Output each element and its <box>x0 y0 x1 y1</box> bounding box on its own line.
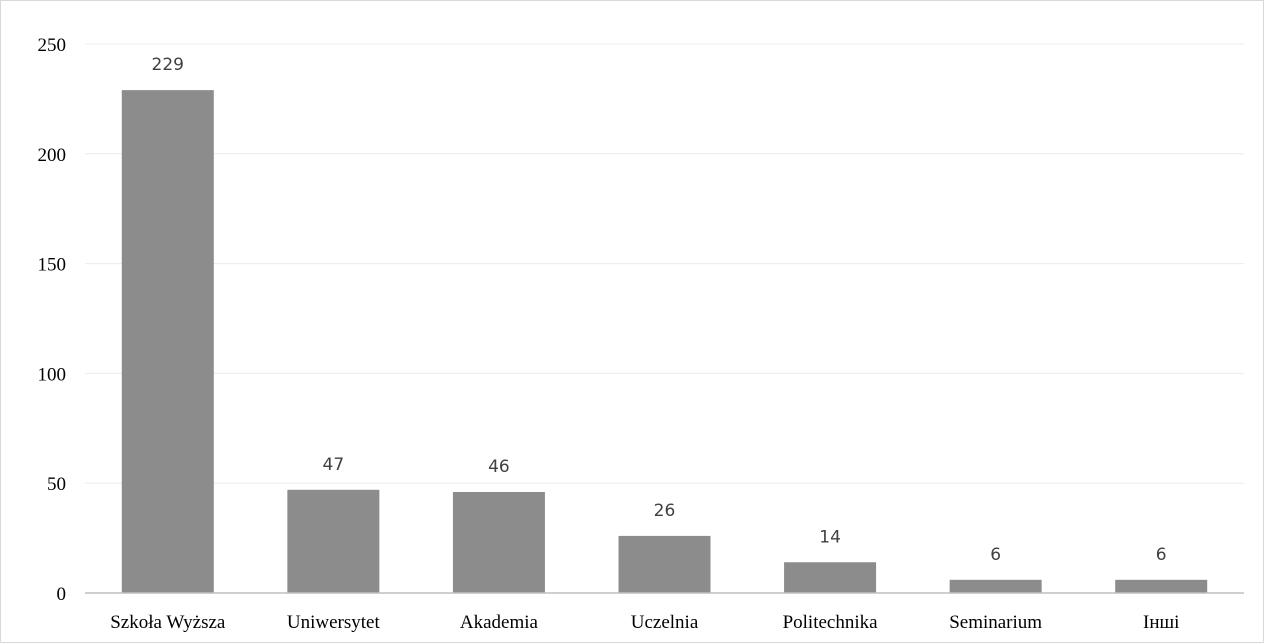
bar <box>784 562 877 593</box>
data-label: 14 <box>819 527 841 547</box>
category-label: Uczelnia <box>631 612 699 633</box>
bar <box>949 579 1042 593</box>
y-tick-label: 100 <box>38 364 67 385</box>
data-labels: 229 47 46 26 14 6 6 <box>152 55 1167 565</box>
data-label: 46 <box>488 457 510 477</box>
category-label: Akademia <box>460 612 539 633</box>
bars <box>121 90 1208 593</box>
data-label: 26 <box>654 501 676 521</box>
y-tick-label: 200 <box>38 145 67 166</box>
category-label: Інші <box>1143 612 1179 633</box>
bar <box>287 489 380 593</box>
category-label: Uniwersytet <box>287 612 381 633</box>
x-axis-category-labels: Szkoła Wyższa Uniwersytet Akademia Uczelnia… <box>110 612 1179 633</box>
data-label: 6 <box>1156 545 1167 565</box>
data-label: 229 <box>152 55 184 75</box>
y-axis-tick-labels: 0 50 100 150 200 250 <box>38 35 67 605</box>
bar <box>1115 579 1208 593</box>
data-label: 47 <box>323 455 345 475</box>
y-tick-label: 50 <box>47 474 66 495</box>
category-label: Szkoła Wyższa <box>110 612 226 633</box>
gridlines <box>85 43 1244 484</box>
data-label: 6 <box>990 545 1001 565</box>
y-tick-label: 150 <box>38 255 67 276</box>
y-tick-label: 250 <box>38 35 67 56</box>
bar <box>121 90 214 593</box>
bar <box>618 535 711 593</box>
bar <box>452 491 545 593</box>
category-label: Seminarium <box>949 612 1042 633</box>
category-label: Politechnika <box>783 612 879 633</box>
y-tick-label: 0 <box>57 584 67 605</box>
